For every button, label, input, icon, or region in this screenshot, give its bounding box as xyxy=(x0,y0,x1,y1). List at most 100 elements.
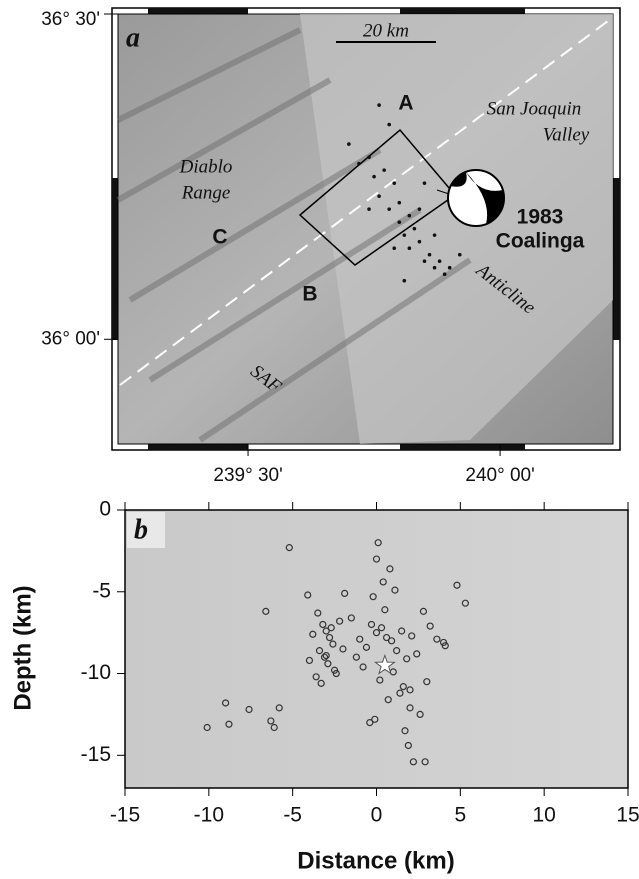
hypocenter xyxy=(262,607,270,615)
epicenter xyxy=(407,213,412,218)
focal-mechanism xyxy=(447,169,505,227)
hypocenter xyxy=(341,589,349,598)
epicenter xyxy=(432,233,437,237)
hypocenter xyxy=(339,645,347,653)
epicenter xyxy=(387,122,391,127)
hypocenter xyxy=(419,607,428,615)
x-tick-label: 240° 00' xyxy=(465,465,534,486)
panel-label: b xyxy=(134,514,148,545)
epicenter xyxy=(417,207,422,211)
hypocenter xyxy=(416,710,424,719)
hypocenter xyxy=(379,578,387,586)
x-tick-label: 10 xyxy=(532,804,555,827)
panel-label: a xyxy=(126,22,140,53)
epicenter xyxy=(372,174,376,179)
epicenter xyxy=(457,252,462,257)
x-tick-label: 239° 30' xyxy=(213,465,282,486)
hypocenter xyxy=(453,581,461,589)
event-label: Coalinga xyxy=(496,230,585,253)
epicenter xyxy=(357,161,361,166)
epicenter xyxy=(377,103,381,107)
hypocenter xyxy=(369,593,377,601)
point-label: A xyxy=(398,92,413,115)
hypocenter xyxy=(406,686,414,694)
hypocenter xyxy=(367,620,376,629)
epicenter xyxy=(422,259,427,264)
epicenter xyxy=(392,181,397,185)
y-axis-label: Depth (km) xyxy=(9,585,36,710)
x-tick-label: 15 xyxy=(616,804,639,827)
hypocenter xyxy=(332,669,340,678)
hypocenter xyxy=(433,635,441,643)
hypocenter xyxy=(267,717,275,725)
epicenter xyxy=(402,233,407,237)
hypocenter xyxy=(399,683,407,691)
hypocenter xyxy=(387,637,396,645)
place-label: Valley xyxy=(543,124,590,145)
point-label: B xyxy=(302,283,317,306)
hypocenter xyxy=(312,673,320,681)
y-tick-label: -10 xyxy=(81,661,111,684)
hypocenter xyxy=(304,591,312,599)
epicenter xyxy=(347,142,351,146)
y-tick-label: -5 xyxy=(92,579,111,602)
ridge-texture xyxy=(116,27,472,443)
hypocenter xyxy=(315,647,324,655)
hypocenter xyxy=(377,624,386,632)
hypocenter xyxy=(352,653,360,661)
hypocenter xyxy=(413,650,421,658)
epicenter xyxy=(377,194,381,198)
hypocenter xyxy=(421,758,429,766)
hypocenter xyxy=(285,544,293,552)
valley-shading xyxy=(300,14,613,444)
hypocenter xyxy=(329,640,337,648)
hypocenter xyxy=(324,660,332,668)
x-axis-label: Distance (km) xyxy=(297,847,454,874)
point-label: C xyxy=(212,226,227,249)
epicenter xyxy=(392,246,397,250)
place-label: Diablo xyxy=(179,156,233,177)
hypocenter xyxy=(336,617,344,625)
epicenter xyxy=(367,155,371,159)
epicenter xyxy=(417,239,422,244)
hypocenter xyxy=(366,718,374,727)
map-border-checks xyxy=(112,8,620,450)
hypocenter xyxy=(384,696,392,704)
hypocenter xyxy=(322,651,330,660)
hypocenter xyxy=(309,630,317,638)
hypocenter xyxy=(426,622,434,630)
plot-area xyxy=(124,509,629,789)
hypocenter xyxy=(245,705,253,714)
hypocenter xyxy=(347,614,355,622)
epicenter xyxy=(407,246,412,250)
hypocenter xyxy=(222,699,230,707)
hypocenter xyxy=(320,653,329,661)
epicenter xyxy=(382,168,386,172)
hypocenter xyxy=(275,704,283,712)
epicenter xyxy=(427,252,432,257)
mainshock xyxy=(373,653,396,675)
hypocenter xyxy=(319,620,327,629)
scale-label: 20 km xyxy=(363,20,409,41)
epicenter xyxy=(422,181,427,185)
hypocenter xyxy=(386,565,394,573)
x-tick-label: 0 xyxy=(371,804,383,827)
x-tick-label: -10 xyxy=(194,804,224,827)
hypocenter xyxy=(372,555,381,563)
place-label: Range xyxy=(181,182,231,203)
hypocenter xyxy=(408,632,416,640)
hypocenter xyxy=(305,656,314,665)
epicenter xyxy=(437,259,442,264)
hypocenter xyxy=(356,635,364,643)
hypocenter xyxy=(359,663,367,671)
hypocenter xyxy=(398,627,406,635)
epicenter xyxy=(367,207,371,211)
hypocenter xyxy=(372,629,381,637)
epicenter xyxy=(442,272,447,277)
hypocenter xyxy=(314,609,322,617)
place-label: San Joaquin xyxy=(487,98,581,119)
hypocenter xyxy=(403,655,411,663)
event-label: 1983 xyxy=(517,206,564,229)
epicenter xyxy=(447,265,452,270)
